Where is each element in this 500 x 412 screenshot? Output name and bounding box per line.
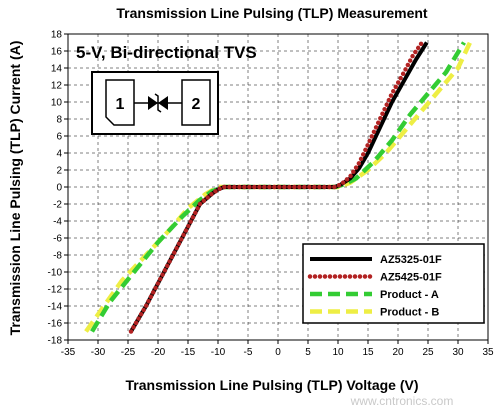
y-tick-label: -14 [48, 302, 63, 313]
legend-label-1: AZ5425-01F [380, 272, 442, 284]
y-tick-label: -6 [53, 234, 62, 245]
y-tick-label: 0 [56, 183, 62, 194]
watermark: www.cntronics.com [350, 394, 454, 408]
x-tick-label: -10 [211, 347, 226, 358]
pin1-box [105, 79, 135, 126]
pin2-label: 2 [192, 96, 201, 113]
x-tick-label: -5 [244, 347, 253, 358]
x-tick-label: -15 [181, 347, 196, 358]
chart-title: Transmission Line Pulsing (TLP) Measurem… [116, 5, 428, 21]
y-tick-label: 8 [56, 115, 62, 126]
pin1-label: 1 [116, 96, 125, 113]
x-tick-label: -30 [91, 347, 106, 358]
y-tick-label: -8 [53, 251, 62, 262]
y-tick-label: -12 [48, 285, 63, 296]
x-tick-label: -20 [151, 347, 166, 358]
series-line-3 [84, 41, 473, 333]
legend-label-2: Product - A [380, 289, 439, 301]
y-tick-label: 6 [56, 132, 62, 143]
y-tick-label: 14 [51, 64, 63, 75]
y-tick-label: 16 [51, 47, 63, 58]
x-axis-label: Transmission Line Pulsing (TLP) Voltage … [126, 377, 419, 393]
y-tick-label: -18 [48, 336, 63, 347]
x-tick-label: 35 [482, 347, 494, 358]
y-tick-label: 10 [51, 98, 63, 109]
x-tick-label: 0 [275, 347, 281, 358]
chart-subtitle: 5-V, Bi-directional TVS [76, 43, 257, 62]
diode-right-triangle [158, 96, 168, 110]
legend: AZ5325-01F AZ5425-01F Product - A Product -… [302, 243, 485, 324]
diode-left-triangle [148, 96, 158, 110]
y-tick-label: -2 [53, 200, 62, 211]
y-axis-label: Transmission Line Pulsing (TLP) Current … [7, 41, 23, 336]
y-tick-label: 4 [56, 149, 62, 160]
y-tick-label: -4 [53, 217, 62, 228]
x-tick-label: 30 [452, 347, 464, 358]
ticks: -35 -30 -25 -20 -15 -10 -5 0 5 10 15 20 25 30 35-18-16… [48, 30, 494, 359]
y-tick-label: -16 [48, 319, 63, 330]
legend-label-3: Product - B [380, 307, 439, 319]
x-tick-label: 20 [392, 347, 404, 358]
legend-label-0: AZ5325-01F [380, 254, 442, 266]
y-tick-label: -10 [48, 268, 63, 279]
x-tick-label: -35 [61, 347, 76, 358]
y-tick-label: 12 [51, 81, 63, 92]
x-tick-label: 15 [362, 347, 374, 358]
y-tick-label: 18 [51, 30, 63, 41]
diode-bar [154, 93, 162, 113]
x-tick-label: -25 [121, 347, 136, 358]
series-lines [84, 40, 473, 334]
x-tick-label: 5 [305, 347, 311, 358]
x-tick-label: 10 [332, 347, 344, 358]
series-line-1 [128, 40, 425, 334]
x-tick-label: 25 [422, 347, 434, 358]
y-tick-label: 2 [56, 166, 62, 177]
tvs-symbol-diagram: 1 2 [91, 71, 219, 135]
